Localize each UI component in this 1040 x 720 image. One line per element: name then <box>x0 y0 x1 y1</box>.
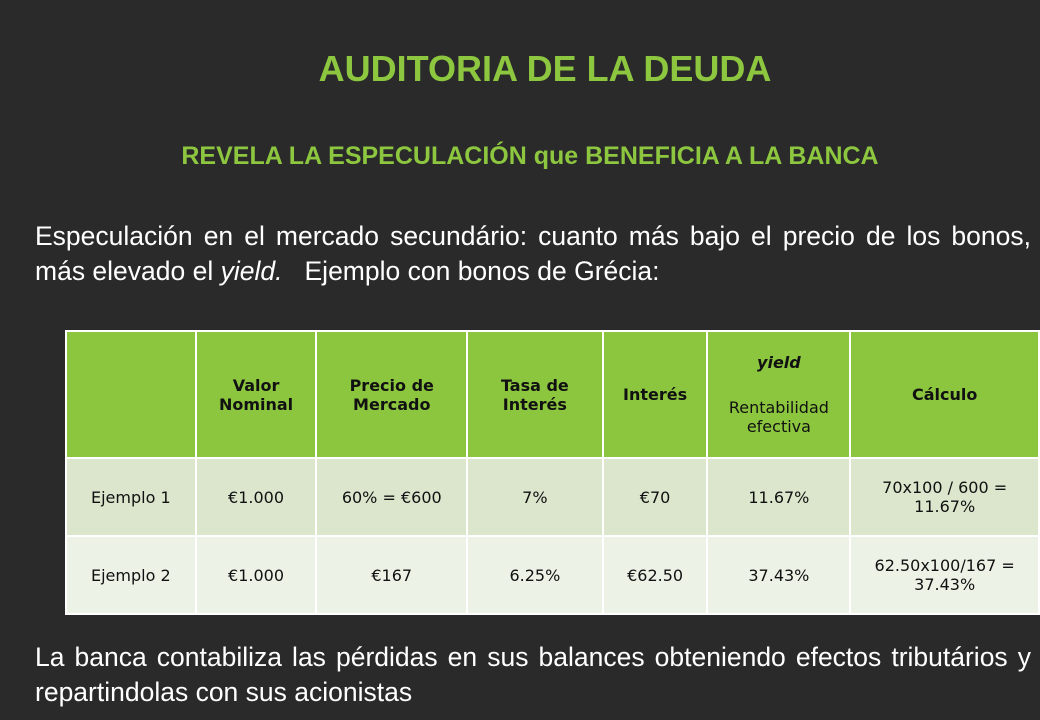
table-cell: €167 <box>315 535 469 615</box>
header-row: Valor Nominal Precio de Mercado Tasa de … <box>65 330 1040 459</box>
header-cell: Valor Nominal <box>194 330 318 459</box>
header-cell: yield Rentabilidad efectiva <box>706 330 852 459</box>
subtitle: REVELA LA ESPECULACIÓN que BENEFICIA A L… <box>181 142 879 170</box>
table-cell: 37.43% <box>706 535 852 615</box>
conclusion: La banca contabiliza las pérdidas en sus… <box>35 642 1031 707</box>
header-sub: Rentabilidad efectiva <box>728 398 829 436</box>
header-cell: Interés <box>601 330 709 459</box>
table-cell: 6.25% <box>466 535 604 615</box>
header-cell: Tasa de Interés <box>466 330 604 459</box>
table-cell: 7% <box>466 457 604 537</box>
table-cell: €62.50 <box>601 535 709 615</box>
header-cell <box>65 330 197 459</box>
header-cell: Cálculo <box>849 330 1040 459</box>
intro-text: Ejemplo con bonos de Grécia: <box>304 256 660 286</box>
header-italic: yield <box>757 353 801 372</box>
table-cell: 11.67% <box>706 457 852 537</box>
table-cell: Ejemplo 1 <box>65 457 197 537</box>
table-cell: €70 <box>601 457 709 537</box>
table-row: Ejemplo 2 €1.000 €167 6.25% €62.50 37.43% 62.5… <box>65 535 1040 615</box>
table-cell: 60% = €600 <box>315 457 469 537</box>
table-cell: €1.000 <box>194 535 318 615</box>
intro-text: Especulación en el mercado secundário: c… <box>35 221 1031 286</box>
title: AUDITORIA DE LA DEUDA <box>318 48 772 89</box>
table-cell: 70x100 / 600 = 11.67% <box>849 457 1040 537</box>
table: Valor Nominal Precio de Mercado Tasa de … <box>65 330 1040 615</box>
table-cell: 62.50x100/167 = 37.43% <box>849 535 1040 615</box>
intro-paragraph: Especulación en el mercado secundário: c… <box>35 219 1031 289</box>
table-cell: Ejemplo 2 <box>65 535 197 615</box>
intro-italic: yield. <box>220 256 283 286</box>
table-cell: €1.000 <box>194 457 318 537</box>
table-row: Ejemplo 1 €1.000 60% = €600 7% €70 11.67% 70x1… <box>65 457 1040 537</box>
header-cell: Precio de Mercado <box>315 330 469 459</box>
